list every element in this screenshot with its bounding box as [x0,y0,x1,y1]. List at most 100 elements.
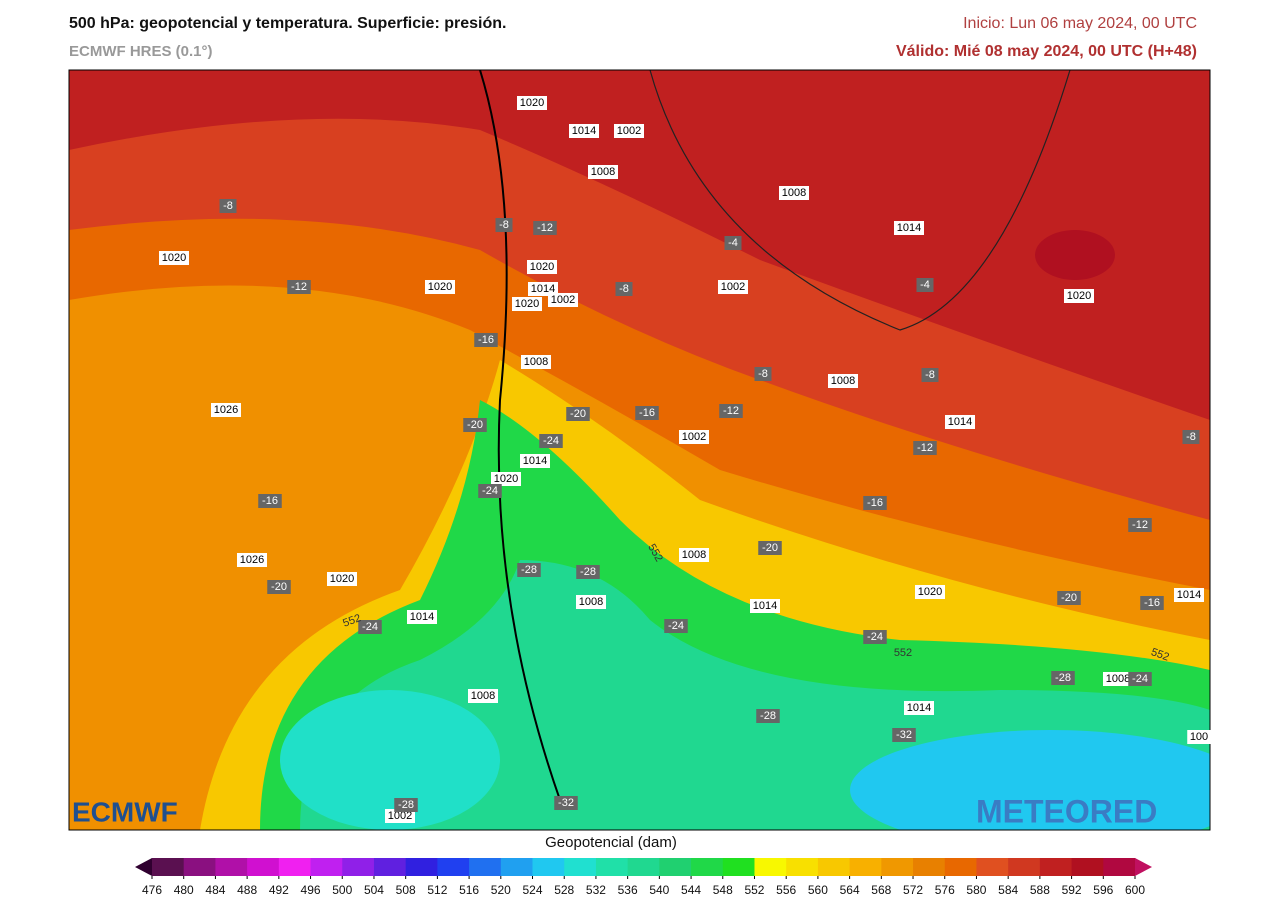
pressure-label: 1002 [617,125,641,137]
temperature-label: -12 [1132,519,1148,531]
colorbar-tick-label: 564 [840,883,860,897]
temperature-label-box [758,541,782,555]
colorbar-over [1135,858,1152,876]
colorbar-bin [1008,858,1041,876]
colorbar-bin [944,858,977,876]
temperature-label-box [576,565,600,579]
pressure-label: 1008 [1106,673,1130,685]
pressure-label-box [569,124,599,138]
colorbar-tick-label: 524 [523,883,543,897]
temperature-label: -12 [917,442,933,454]
pressure-label: 1020 [530,261,554,273]
temperature-label-box [478,484,502,498]
valid-time: Válido: Mié 08 may 2024, 00 UTC (H+48) [896,43,1197,60]
pressure-label: 1014 [753,600,777,612]
geopotential-label: 552 [894,647,912,659]
colorbar-bin [437,858,470,876]
pressure-label-box [468,689,498,703]
colorbar-tick-label: 588 [1030,883,1050,897]
temperature-label: -12 [291,281,307,293]
pressure-label-box [1103,672,1133,686]
colorbar-bin [881,858,914,876]
map [69,70,1210,830]
pressure-label-box [211,403,241,417]
colorbar-bin [278,858,312,876]
temperature-label-box [358,620,382,634]
pressure-label: 1020 [515,298,539,310]
pressure-label-box [407,610,437,624]
colorbar-bin [754,858,787,876]
temperature-label-box [754,367,772,381]
temperature-label: -24 [1132,673,1148,685]
logo-ecmwf: ECMWF [72,796,178,827]
pressure-label: 1002 [682,431,706,443]
pressure-label: 1020 [1067,290,1091,302]
temperature-label-box [533,221,557,235]
temperature-label-box [635,406,659,420]
temperature-label-box [921,368,939,382]
pressure-label-box [1174,588,1204,602]
temperature-label: -8 [925,369,935,381]
colorbar-bin [595,858,629,876]
colorbar-bin [564,858,597,876]
temperature-label-box [724,236,742,250]
temperature-label-box [566,407,590,421]
temperature-label-box [1128,672,1152,686]
temperature-label: -4 [920,279,930,291]
colorbar-bin [215,858,248,876]
pressure-label-box [327,572,357,586]
pressure-label-box [237,553,267,567]
temperature-label: -12 [537,222,553,234]
pressure-label: 1026 [240,554,264,566]
pressure-label: 1008 [579,596,603,608]
colorbar-tick-label: 568 [871,883,891,897]
colorbar-bin [1071,858,1104,876]
temperature-label: -8 [1186,431,1196,443]
geopotential-label: 552 [341,612,362,630]
init-time: Inicio: Lun 06 may 2024, 00 UTC [963,15,1197,32]
pressure-label: 1008 [524,356,548,368]
colorbar-tick-label: 532 [586,883,606,897]
pressure-label-box [588,165,618,179]
pressure-label: 1014 [948,416,972,428]
colorbar-bin [817,858,851,876]
pressure-label-box [679,430,709,444]
pressure-label: 1014 [523,455,547,467]
temperature-label: -24 [362,621,378,633]
pressure-label-box [528,282,558,296]
pressure-label: 1008 [682,549,706,561]
temperature-label: -20 [271,581,287,593]
pressure-label-box [520,454,550,468]
temperature-label-box [463,418,487,432]
pressure-label-box [718,280,748,294]
pressure-label: 1014 [907,702,931,714]
colorbar-tick-label: 584 [998,883,1018,897]
geopotential-label: 552 [1149,646,1170,664]
temperature-label: -8 [499,219,509,231]
pressure-label-box [904,701,934,715]
temperature-label-box [664,619,688,633]
colorbar-bin [691,858,724,876]
colorbar-bin [342,858,375,876]
colorbar-bin [786,858,819,876]
temperature-label-box [892,728,916,742]
pressure-label: 1014 [897,222,921,234]
pressure-label-box [1187,730,1211,744]
colorbar-tick-label: 500 [332,883,352,897]
temperature-label: -28 [580,566,596,578]
colorbar-tick-label: 600 [1125,883,1145,897]
colorbar-bin [500,858,534,876]
colorbar-tick-label: 512 [427,883,447,897]
colorbar-tick-label: 544 [681,883,701,897]
pressure-label-box [425,280,455,294]
pressure-label-box [750,599,780,613]
pressure-label-box [915,585,945,599]
temperature-label: -16 [478,334,494,346]
pressure-label-box [548,293,578,307]
temperature-label-box [267,580,291,594]
colorbar-tick-label: 504 [364,883,384,897]
colorbar-bin [849,858,882,876]
pressure-label-box [614,124,644,138]
colorbar-tick-label: 576 [935,883,955,897]
colorbar-tick-label: 516 [459,883,479,897]
